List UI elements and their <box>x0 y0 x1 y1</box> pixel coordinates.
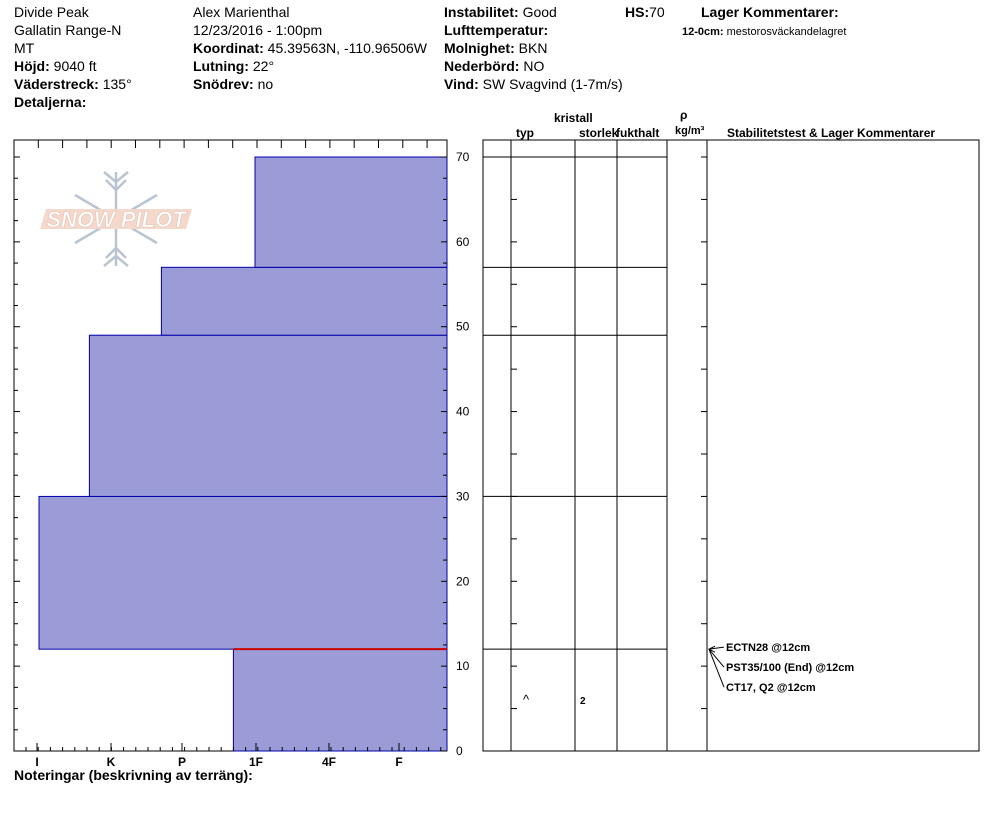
logo-text: SNOW PILOT <box>46 207 187 232</box>
elevation-value: 9040 ft <box>53 58 97 74</box>
drift-value: no <box>257 76 274 92</box>
layer-comment-text: mestorosväckandelagret <box>726 26 847 38</box>
instability-row: Instabilitet: Good <box>444 4 557 21</box>
y-tick-label: 60 <box>456 235 470 249</box>
x-tick-label: I <box>35 755 38 769</box>
y-tick-label: 20 <box>456 574 470 588</box>
wind-label: Vind: <box>444 76 479 92</box>
hs-value: 70 <box>649 4 665 20</box>
location-name: Divide Peak <box>14 4 89 20</box>
wind-value: SW Svagvind (1-7m/s) <box>482 76 623 92</box>
grain-size-label: 2 <box>580 696 586 707</box>
slope-value: 22° <box>252 58 275 74</box>
aspect-value: 135° <box>102 76 132 92</box>
elevation-row: Höjd: 9040 ft <box>14 58 96 75</box>
layer-bar-1 <box>38 495 448 650</box>
x-tick-label: 1F <box>249 755 263 769</box>
x-tick-label: P <box>178 755 186 769</box>
observer-name: Alex Marienthal <box>193 4 290 20</box>
stability-arrowhead <box>707 645 716 653</box>
aspect-label: Väderstreck: <box>14 76 99 92</box>
y-tick-label: 70 <box>456 150 470 164</box>
stability-test-label: CT17, Q2 @12cm <box>726 682 816 694</box>
drift-label: Snödrev: <box>193 76 254 92</box>
instability-label: Instabilitet: <box>444 4 519 20</box>
column-size-header: storlek <box>579 126 619 140</box>
elevation-label: Höjd: <box>14 58 50 74</box>
wind-row: Vind: SW Svagvind (1-7m/s) <box>444 76 623 93</box>
slope-label: Lutning: <box>193 58 249 74</box>
column-stability-header: Stabilitetstest & Lager Kommentarer <box>727 126 936 140</box>
aspect-row: Väderstreck: 135° <box>14 76 132 93</box>
grain-type-symbol: ^ <box>523 692 530 707</box>
layer-bar-0 <box>232 648 448 752</box>
layer-bar-3 <box>160 266 448 336</box>
x-tick-label: F <box>395 755 402 769</box>
drift-row: Snödrev: no <box>193 76 273 93</box>
table-frame <box>482 139 980 752</box>
terrain-notes-label: Noteringar (beskrivning av terräng): <box>14 767 253 783</box>
stability-pointer <box>708 648 725 668</box>
coordinate-label: Koordinat: <box>193 40 264 56</box>
cloud-label: Molnighet: <box>444 40 515 56</box>
y-tick-label: 0 <box>456 744 463 758</box>
air-temp-label: Lufttemperatur: <box>444 22 549 38</box>
layer-comment-row: 12-0cm: mestorosväckandelagret <box>682 24 846 41</box>
x-tick-label: 4F <box>322 755 336 769</box>
hs-row: HS:70 <box>625 4 665 21</box>
state-name: MT <box>14 40 35 56</box>
details-label: Detaljerna: <box>14 94 87 110</box>
precip-row: Nederbörd: NO <box>444 58 544 75</box>
column-crystal-header: kristall <box>554 111 593 125</box>
column-density-symbol: ρ <box>680 108 688 122</box>
column-moisture-header: fukthalt <box>616 126 660 140</box>
cloud-row: Molnighet: BKN <box>444 40 547 57</box>
cloud-value: BKN <box>518 40 548 56</box>
coordinate-value: 45.39563N, -110.96506W <box>267 40 427 56</box>
slope-row: Lutning: 22° <box>193 58 274 75</box>
snowpilot-logo: SNOW PILOT <box>40 171 192 267</box>
y-tick-label: 40 <box>456 405 470 419</box>
y-tick-label: 30 <box>456 489 470 503</box>
stability-test-label: ECTN28 @12cm <box>726 642 810 654</box>
precip-label: Nederbörd: <box>444 58 520 74</box>
hs-label: HS: <box>625 4 650 20</box>
coordinate-row: Koordinat: 45.39563N, -110.96506W <box>193 40 427 57</box>
instability-value: Good <box>522 4 557 20</box>
column-type-header: typ <box>516 126 534 140</box>
stability-test-label: PST35/100 (End) @12cm <box>726 662 854 674</box>
stability-pointer <box>708 646 725 650</box>
layer-bar-4 <box>254 156 448 268</box>
layer-comments-title: Lager Kommentarer: <box>701 4 839 20</box>
y-tick-label: 50 <box>456 320 470 334</box>
logo-banner <box>40 209 192 229</box>
y-tick-label: 10 <box>456 659 470 673</box>
x-tick-label: K <box>107 755 116 769</box>
layer-comment-depth: 12-0cm: <box>682 26 724 38</box>
precip-value: NO <box>523 58 545 74</box>
layer-bar-2 <box>88 334 448 497</box>
observation-datetime: 12/23/2016 - 1:00pm <box>193 22 323 38</box>
column-density-unit: kg/m³ <box>675 125 705 137</box>
range-name: Gallatin Range-N <box>14 22 122 38</box>
stability-pointer <box>708 648 725 688</box>
